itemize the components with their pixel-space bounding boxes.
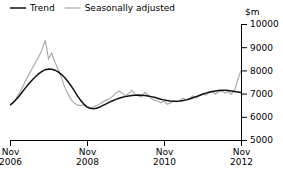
series-line — [10, 40, 241, 108]
legend: Trend Seasonally adjusted — [10, 3, 175, 13]
x-tick: Nov2008 — [76, 140, 99, 167]
legend-label: Trend — [29, 3, 55, 13]
y-tick: 10000 — [241, 19, 279, 29]
x-tick-label: Nov2012 — [230, 147, 253, 167]
x-tick-label: Nov2006 — [0, 147, 22, 167]
y-tick-label: 6000 — [250, 112, 273, 122]
x-tick-mark — [164, 140, 165, 146]
legend-label: Seasonally adjusted — [85, 3, 175, 13]
y-tick-label: 10000 — [250, 19, 279, 29]
y-tick-mark — [241, 70, 247, 71]
x-tick-label: Nov2010 — [153, 147, 176, 167]
y-axis-label: $m — [245, 7, 260, 17]
y-tick: 9000 — [241, 43, 273, 53]
y-tick-label: 8000 — [250, 66, 273, 76]
y-tick-label: 9000 — [250, 43, 273, 53]
y-tick-mark — [241, 140, 247, 141]
x-tick-mark — [87, 140, 88, 146]
x-tick: Nov2006 — [0, 140, 22, 167]
x-tick-label: Nov2008 — [76, 147, 99, 167]
axis-domain — [11, 141, 242, 147]
y-tick-mark — [241, 94, 247, 95]
y-axis: 5000 6000 7000 8000 9000 10000 — [241, 19, 279, 145]
y-tick: 7000 — [241, 89, 273, 99]
y-tick-mark — [241, 24, 247, 25]
y-tick: 5000 — [241, 135, 273, 145]
x-tick: Nov2010 — [153, 140, 176, 167]
chart-container: Nov2006 Nov2008 Nov2010 Nov2012 5000 6000 7000… — [0, 0, 283, 170]
plot-area — [10, 40, 241, 108]
legend-swatch — [65, 7, 81, 8]
y-tick-mark — [241, 117, 247, 118]
y-tick-mark — [241, 47, 247, 48]
legend-swatch — [10, 7, 26, 9]
y-tick: 6000 — [241, 112, 273, 122]
y-tick-label: 5000 — [250, 135, 273, 145]
x-tick-mark — [10, 140, 11, 146]
axis-domain — [242, 25, 248, 141]
y-tick-label: 7000 — [250, 89, 273, 99]
y-tick: 8000 — [241, 66, 273, 76]
x-axis: Nov2006 Nov2008 Nov2010 Nov2012 — [0, 140, 253, 167]
chart: Nov2006 Nov2008 Nov2010 Nov2012 5000 6000 7000… — [0, 0, 283, 170]
series-line — [10, 69, 241, 109]
